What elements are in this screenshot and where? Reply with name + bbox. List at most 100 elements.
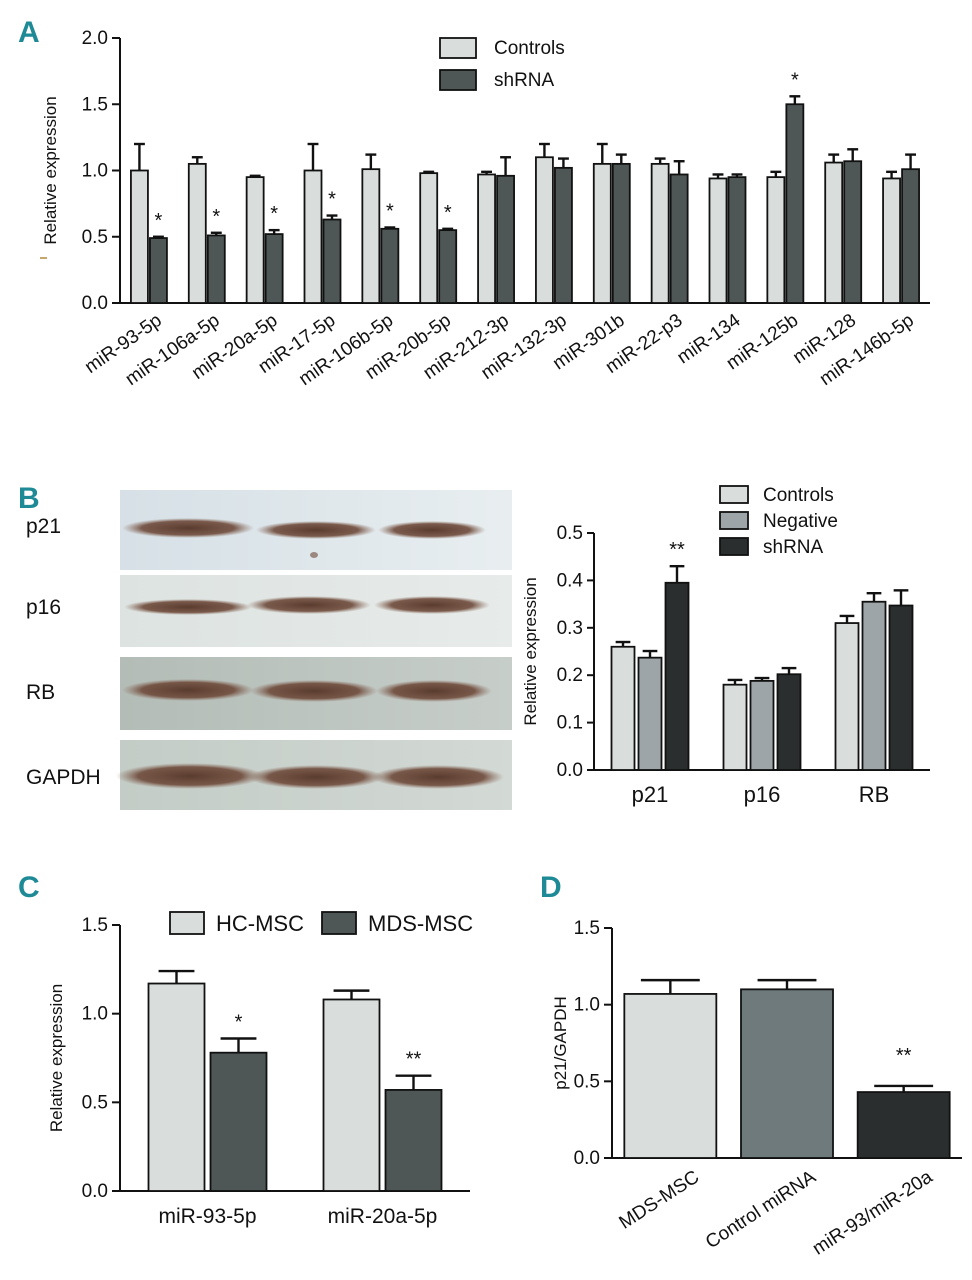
significance-marker: ** xyxy=(406,1049,422,1071)
blot-band xyxy=(247,596,371,614)
bar-controls xyxy=(187,162,207,304)
blot-band xyxy=(250,680,378,702)
significance-marker: * xyxy=(444,202,452,224)
bar-controls xyxy=(824,161,844,304)
blot-label-p21: p21 xyxy=(26,515,61,538)
legend-label: shRNA xyxy=(494,70,555,91)
bar-controls xyxy=(610,645,636,771)
bar-shrna xyxy=(380,227,400,304)
significance-marker: ** xyxy=(669,539,685,561)
y-tick-label: 0.5 xyxy=(82,227,108,248)
category-label: Control miRNA xyxy=(702,1166,820,1253)
bar-controls xyxy=(882,177,901,304)
bar-shrna xyxy=(322,218,342,304)
bar-controls xyxy=(766,176,786,304)
bar-controls xyxy=(130,169,149,304)
y-tick-label: 1.5 xyxy=(574,918,600,939)
legend-label: MDS-MSC xyxy=(368,911,473,936)
legend-swatch xyxy=(439,69,477,91)
bar-shrna xyxy=(669,173,689,304)
legend-swatch xyxy=(719,511,749,530)
y-tick-label: 2.0 xyxy=(82,28,108,49)
bar-controls xyxy=(708,177,728,304)
y-tick-label: 0.5 xyxy=(574,1071,600,1092)
bar-shrna xyxy=(554,166,573,304)
category-label: miR-20a-5p xyxy=(328,1205,438,1228)
y-tick-label: 0.1 xyxy=(557,713,583,734)
y-tick-label: 0.5 xyxy=(557,523,583,544)
blot-band xyxy=(116,763,264,789)
bar-shrna xyxy=(888,604,914,771)
blot-spot xyxy=(310,552,318,558)
category-label: p16 xyxy=(744,782,781,807)
blot-band xyxy=(374,596,490,614)
category-label: p21 xyxy=(632,782,669,807)
legend-label: Negative xyxy=(763,511,838,532)
y-tick-label: 0.0 xyxy=(82,293,108,314)
y-tick-label: 0.2 xyxy=(557,665,583,686)
legend-label: HC-MSC xyxy=(216,911,304,936)
bar-shrna xyxy=(664,581,690,771)
significance-marker: * xyxy=(235,1011,243,1033)
category-label: miR-93/miR-20a xyxy=(809,1166,937,1259)
legend-swatch xyxy=(719,485,749,504)
category-label: RB xyxy=(859,782,890,807)
significance-marker: * xyxy=(328,189,336,211)
bar-negative xyxy=(637,656,663,771)
bar-shrna xyxy=(206,234,226,304)
significance-marker: * xyxy=(212,206,220,228)
legend-swatch xyxy=(169,911,205,935)
significance-marker: * xyxy=(386,200,394,222)
legend-label: Controls xyxy=(763,485,834,506)
bar-shrna xyxy=(149,237,168,304)
legend-label: Controls xyxy=(494,38,565,59)
bar-shrna xyxy=(496,174,515,304)
y-tick-label: 0.5 xyxy=(82,1092,108,1113)
bar-controls xyxy=(650,162,670,304)
bar-hc-msc xyxy=(322,998,381,1192)
y-tick-label: 0.4 xyxy=(557,570,584,591)
bar-controls xyxy=(592,162,612,304)
y-tick-label: 1.0 xyxy=(82,161,108,182)
y-tick-label: 1.5 xyxy=(82,94,108,115)
bar-controls xyxy=(535,156,554,304)
bar-shrna xyxy=(776,673,802,771)
blot-band xyxy=(122,679,254,701)
western-blot: p21 p16 RB GAPDH xyxy=(26,490,512,810)
bar-controls xyxy=(477,173,496,304)
blot-label-gapdh: GAPDH xyxy=(26,766,101,789)
blot-band xyxy=(372,765,504,789)
panel-letter-a: A xyxy=(18,16,40,49)
bar-mds-msc xyxy=(209,1051,268,1192)
bar-controls xyxy=(303,169,323,304)
y-axis-label: Relative expression xyxy=(521,577,540,725)
legend-label: shRNA xyxy=(763,537,824,558)
bar-controls xyxy=(361,168,381,304)
y-tick-label: 1.5 xyxy=(82,915,108,936)
bar-controls xyxy=(722,683,748,771)
blot-band xyxy=(256,521,376,539)
bar-controls xyxy=(245,176,265,304)
significance-marker: * xyxy=(791,69,799,91)
legend-swatch xyxy=(321,911,357,935)
bar xyxy=(740,988,834,1159)
blot-band xyxy=(376,680,492,702)
category-label: MDS-MSC xyxy=(615,1167,703,1234)
significance-marker: * xyxy=(270,203,278,225)
panel-letter-b: B xyxy=(18,482,40,515)
y-tick-label: 0.0 xyxy=(82,1181,108,1202)
bar-shrna xyxy=(843,160,863,304)
legend-swatch xyxy=(439,37,477,59)
blot-band xyxy=(124,599,252,615)
bar-shrna xyxy=(438,229,458,304)
y-tick-label: 1.0 xyxy=(574,995,600,1016)
panel-letter-c: C xyxy=(18,871,40,904)
y-axis-label: Relative expression xyxy=(47,984,66,1132)
bar xyxy=(856,1091,951,1159)
y-axis-label: p21/GAPDH xyxy=(551,996,570,1090)
category-label: miR-93-5p xyxy=(158,1205,256,1228)
bar-controls xyxy=(419,172,439,304)
bar-shrna xyxy=(901,168,920,304)
